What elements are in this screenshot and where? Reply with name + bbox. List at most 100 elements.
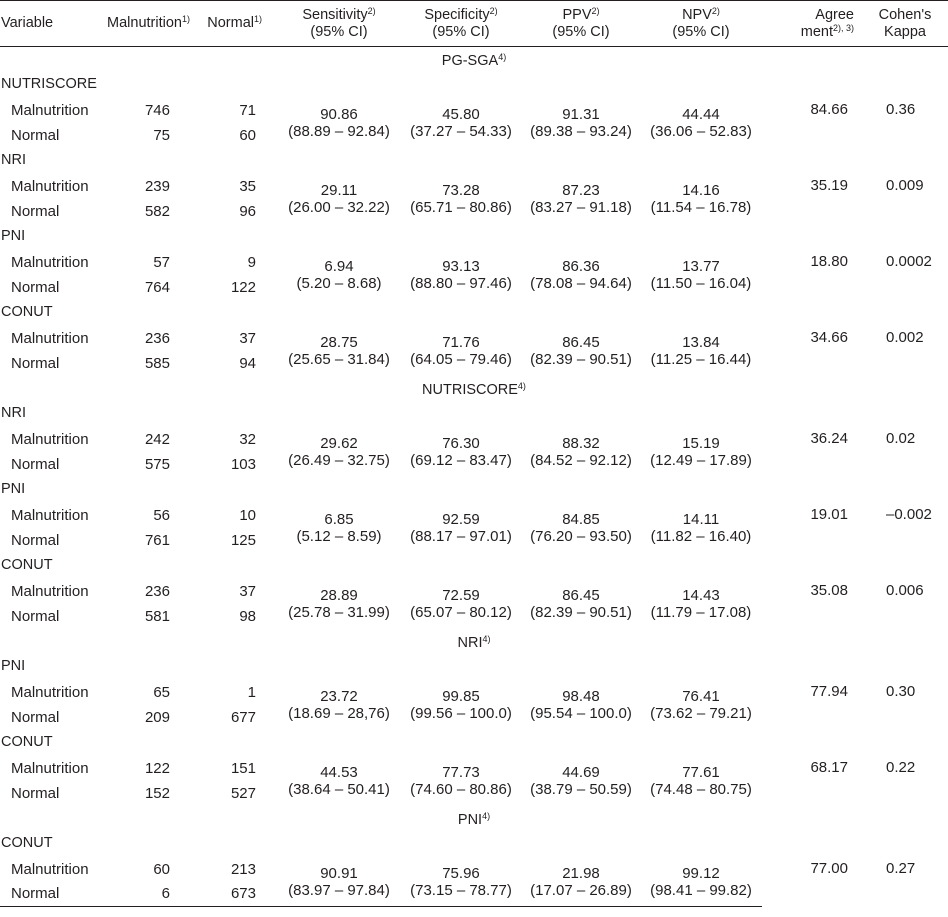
cell-npv-ci: (74.48 – 80.75) — [650, 780, 752, 798]
cell-agreement: 34.66 — [810, 328, 848, 346]
cell-ppv: 86.36 — [562, 257, 600, 275]
table-row: Malnutrition 236 37 28.75 71.76 86.45 13.84 34.… — [0, 326, 948, 351]
row-label-normal: Normal — [11, 708, 60, 726]
row-label-malnutrition: Malnutrition — [11, 506, 89, 524]
cell-malnutrition-count: 764 — [144, 278, 170, 296]
cell-sensitivity: 6.94 — [324, 257, 354, 275]
section-header-row: NUTRISCORE4) — [0, 376, 948, 401]
cell-ppv-ci: (89.38 – 93.24) — [530, 122, 632, 140]
cell-malnutrition-count: 236 — [144, 582, 170, 600]
cell-malnutrition-count: 152 — [144, 784, 170, 802]
cell-npv: 77.61 — [682, 763, 720, 781]
cell-normal-count: 103 — [230, 455, 256, 473]
cell-sensitivity-ci: (88.89 – 92.84) — [288, 122, 390, 140]
cell-specificity: 45.80 — [442, 105, 480, 123]
cell-normal-count: 37 — [239, 582, 256, 600]
cell-npv-ci: (73.62 – 79.21) — [650, 704, 752, 722]
cell-specificity: 75.96 — [442, 864, 480, 882]
group-name: CONUT — [1, 304, 53, 320]
table-header: Variable Malnutrition1) Normal1) Sensiti… — [0, 0, 948, 47]
cell-normal-count: 71 — [239, 101, 256, 119]
cell-kappa: –0.002 — [886, 505, 932, 523]
cell-specificity-ci: (65.07 – 80.12) — [410, 603, 512, 621]
group-row: CONUT — [0, 553, 948, 579]
cell-normal-count: 527 — [230, 784, 256, 802]
group-row: NRI — [0, 148, 948, 174]
group-row: CONUT — [0, 730, 948, 756]
cell-malnutrition-count: 239 — [144, 177, 170, 195]
row-label-normal: Normal — [11, 607, 60, 625]
table-row: Normal 209 677 (18.69 – 28,76) (99.56 – 100.… — [0, 705, 948, 730]
cell-sensitivity-ci: (83.97 – 97.84) — [278, 881, 400, 907]
row-label-malnutrition: Malnutrition — [11, 177, 89, 195]
group-row: CONUT — [0, 300, 948, 326]
cell-sensitivity-ci: (25.65 – 31.84) — [288, 350, 390, 368]
cell-normal-count: 1 — [247, 683, 256, 701]
cell-ppv-ci: (38.79 – 50.59) — [530, 780, 632, 798]
cell-normal-count: 151 — [230, 759, 256, 777]
cell-malnutrition-count: 236 — [144, 329, 170, 347]
cell-sensitivity-ci: (18.69 – 28,76) — [288, 704, 390, 722]
header-variable: Variable — [0, 0, 100, 47]
cell-malnutrition-count: 582 — [144, 202, 170, 220]
cell-agreement: 35.19 — [810, 176, 848, 194]
cell-specificity: 92.59 — [442, 510, 480, 528]
cell-agreement: 84.66 — [810, 100, 848, 118]
cell-malnutrition-count: 581 — [144, 607, 170, 625]
section-header-row: PNI4) — [0, 806, 948, 831]
cell-npv-ci: (12.49 – 17.89) — [650, 451, 752, 469]
cell-npv-ci: (36.06 – 52.83) — [650, 122, 752, 140]
section-header-row: PG-SGA4) — [0, 47, 948, 72]
cell-ppv: 21.98 — [562, 864, 600, 882]
cell-malnutrition-count: 60 — [153, 860, 170, 878]
cell-malnutrition-count: 746 — [144, 101, 170, 119]
table-row: Malnutrition 236 37 28.89 72.59 86.45 14.43 35.… — [0, 579, 948, 604]
cell-npv-ci: (11.82 – 16.40) — [650, 527, 752, 545]
cell-ppv: 86.45 — [562, 586, 600, 604]
cell-kappa: 0.30 — [886, 682, 916, 700]
group-name: CONUT — [1, 734, 53, 750]
group-name: PNI — [1, 658, 26, 674]
cell-kappa: 0.27 — [886, 859, 916, 877]
cell-normal-count: 125 — [230, 531, 256, 549]
cell-specificity-ci: (37.27 – 54.33) — [410, 122, 512, 140]
cell-sensitivity: 28.89 — [320, 586, 358, 604]
table-row: Normal 75 60 (88.89 – 92.84) (37.27 – 54.33)… — [0, 123, 948, 148]
section-title: NRI4) — [457, 633, 491, 651]
table-row: Normal 6 673 (83.97 – 97.84) (73.15 – 78.77)… — [0, 881, 948, 907]
cell-ppv-ci: (78.08 – 94.64) — [530, 274, 632, 292]
cell-specificity: 76.30 — [442, 434, 480, 452]
cell-ppv-ci: (84.52 – 92.12) — [530, 451, 632, 469]
cell-malnutrition-count: 242 — [144, 430, 170, 448]
cell-sensitivity: 90.91 — [320, 864, 358, 882]
cell-kappa: 0.009 — [886, 176, 924, 194]
cell-normal-count: 98 — [239, 607, 256, 625]
cell-normal-count: 122 — [230, 278, 256, 296]
cell-kappa: 0.36 — [886, 100, 916, 118]
header-sensitivity: Sensitivity2) (95% CI) — [278, 0, 400, 47]
cell-normal-count: 677 — [230, 708, 256, 726]
cell-specificity-ci: (64.05 – 79.46) — [410, 350, 512, 368]
cell-npv: 14.43 — [682, 586, 720, 604]
cell-ppv: 44.69 — [562, 763, 600, 781]
table-body: PG-SGA4) NUTRISCORE Malnutrition 746 71 90.86… — [0, 47, 948, 907]
header-agreement: Agree ment2), 3) — [762, 0, 862, 47]
cell-npv-ci: (11.54 – 16.78) — [650, 198, 752, 216]
cell-specificity-ci: (69.12 – 83.47) — [410, 451, 512, 469]
header-row: Variable Malnutrition1) Normal1) Sensiti… — [0, 0, 948, 47]
table-row: Normal 585 94 (25.65 – 31.84) (64.05 – 79.46… — [0, 351, 948, 376]
group-row: PNI — [0, 654, 948, 680]
cell-agreement: 35.08 — [810, 581, 848, 599]
cell-malnutrition-count: 56 — [153, 506, 170, 524]
group-name: NRI — [1, 152, 26, 168]
cell-agreement: 77.00 — [810, 859, 848, 877]
group-name: PNI — [1, 481, 26, 497]
cell-specificity-ci: (88.17 – 97.01) — [410, 527, 512, 545]
table-row: Malnutrition 56 10 6.85 92.59 84.85 14.11 19.01… — [0, 503, 948, 528]
cell-ppv: 98.48 — [562, 687, 600, 705]
cell-ppv: 86.45 — [562, 333, 600, 351]
cell-malnutrition-count: 122 — [144, 759, 170, 777]
cell-malnutrition-count: 575 — [144, 455, 170, 473]
header-npv: NPV2) (95% CI) — [640, 0, 762, 47]
